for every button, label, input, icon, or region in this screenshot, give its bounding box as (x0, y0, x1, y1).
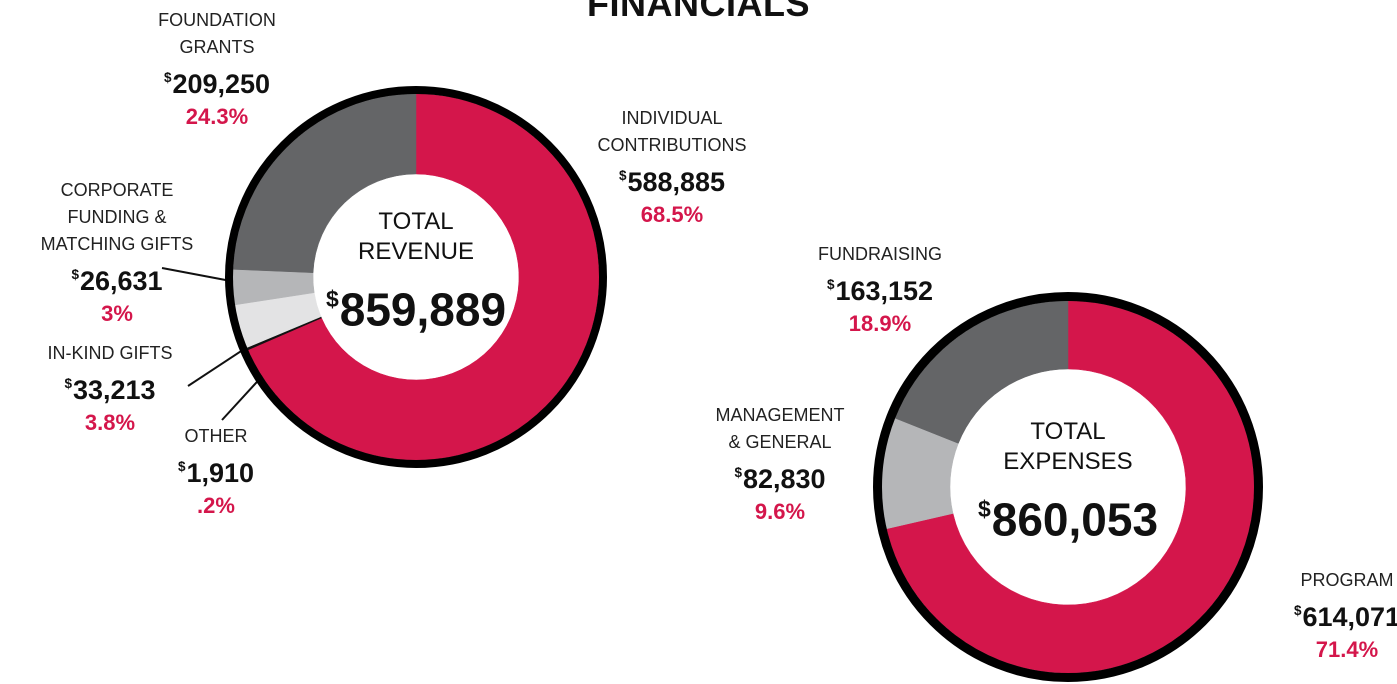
slice-value: $588,885 (577, 159, 767, 199)
center-label: TOTAL REVENUE $859,889 (276, 207, 556, 337)
total-value: 859,889 (339, 283, 507, 336)
center-line: EXPENSES (1003, 448, 1133, 475)
slice-value: $33,213 (20, 367, 200, 407)
slice-value: $209,250 (142, 61, 292, 101)
donut-slice (886, 300, 1255, 674)
slice-label: OTHER $1,910.2% (141, 423, 291, 522)
category-name: INDIVIDUAL CONTRIBUTIONS (597, 108, 747, 155)
percent-label: 3% (101, 300, 133, 326)
percent-label: .2% (197, 492, 235, 518)
slice-value: $614,071 (1277, 594, 1397, 634)
slice-label: MANAGEMENT & GENERAL $82,830 9.6% (708, 402, 853, 528)
percent-label: 18.9% (848, 310, 912, 336)
value-label: 614,071 (1302, 601, 1397, 632)
slice-label: IN-KIND GIFTS $33,213 3.8% (20, 340, 200, 439)
currency-symbol: $ (618, 168, 627, 183)
value-label: 1,910 (186, 457, 255, 488)
category-name: IN-KIND GIFTS (47, 343, 173, 363)
category-name: OTHER (184, 426, 248, 446)
slice-label: FOUNDATION GRANTS $209,250 24.3% (142, 7, 292, 133)
donut-outer-ring (225, 86, 607, 468)
value-label: 163,152 (835, 275, 934, 306)
total-value: 860,053 (991, 493, 1159, 546)
value-label: 209,250 (172, 68, 271, 99)
currency-symbol: $ (163, 70, 172, 85)
slice-label: INDIVIDUAL CONTRIBUTIONS $588,885 68.5% (577, 105, 767, 231)
slice-value: $1,910 (141, 450, 291, 490)
category-name: FUNDRAISING (817, 244, 942, 264)
category-name: FOUNDATION GRANTS (158, 10, 276, 57)
percent-label: 3.8% (84, 409, 136, 435)
percent-label: 24.3% (185, 103, 249, 129)
center-line: TOTAL (378, 208, 454, 235)
slice-label: CORPORATE FUNDING & MATCHING GIFTS $26,63… (28, 177, 206, 330)
donut-slice (247, 93, 600, 461)
slice-value: $82,830 (708, 456, 853, 496)
center-line: REVENUE (357, 238, 475, 265)
value-label: 33,213 (72, 374, 156, 405)
percent-label: 68.5% (640, 201, 704, 227)
percent-label: 71.4% (1315, 636, 1379, 662)
value-label: 26,631 (79, 265, 163, 296)
center-total: $859,889 (276, 271, 556, 337)
currency-symbol: $ (734, 465, 742, 480)
donut-outer-ring (873, 292, 1263, 682)
category-name: CORPORATE FUNDING & MATCHING GIFTS (40, 180, 194, 254)
slice-label: FUNDRAISING $163,152 18.9% (800, 241, 960, 340)
slice-label: PROGRAM $614,071 71.4% (1277, 567, 1397, 666)
value-label: 82,830 (742, 463, 826, 494)
currency-symbol: $ (1293, 603, 1302, 618)
value-label: 588,885 (627, 166, 726, 197)
category-name: PROGRAM (1300, 570, 1394, 590)
currency-symbol: $ (71, 267, 79, 282)
category-name: MANAGEMENT & GENERAL (715, 405, 845, 452)
currency-symbol: $ (64, 376, 72, 391)
center-line: TOTAL (1030, 418, 1106, 445)
center-total: $860,053 (928, 481, 1208, 547)
currency-symbol: $ (826, 277, 835, 292)
donut-slice (232, 93, 417, 273)
currency-symbol: $ (325, 286, 339, 312)
slice-value: $26,631 (28, 258, 206, 298)
slice-value: $163,152 (800, 268, 960, 308)
currency-symbol: $ (977, 496, 991, 522)
currency-symbol: $ (177, 459, 186, 474)
center-label: TOTAL EXPENSES $860,053 (928, 417, 1208, 547)
page-title: FINANCIALS (587, 0, 810, 24)
percent-label: 9.6% (754, 498, 806, 524)
